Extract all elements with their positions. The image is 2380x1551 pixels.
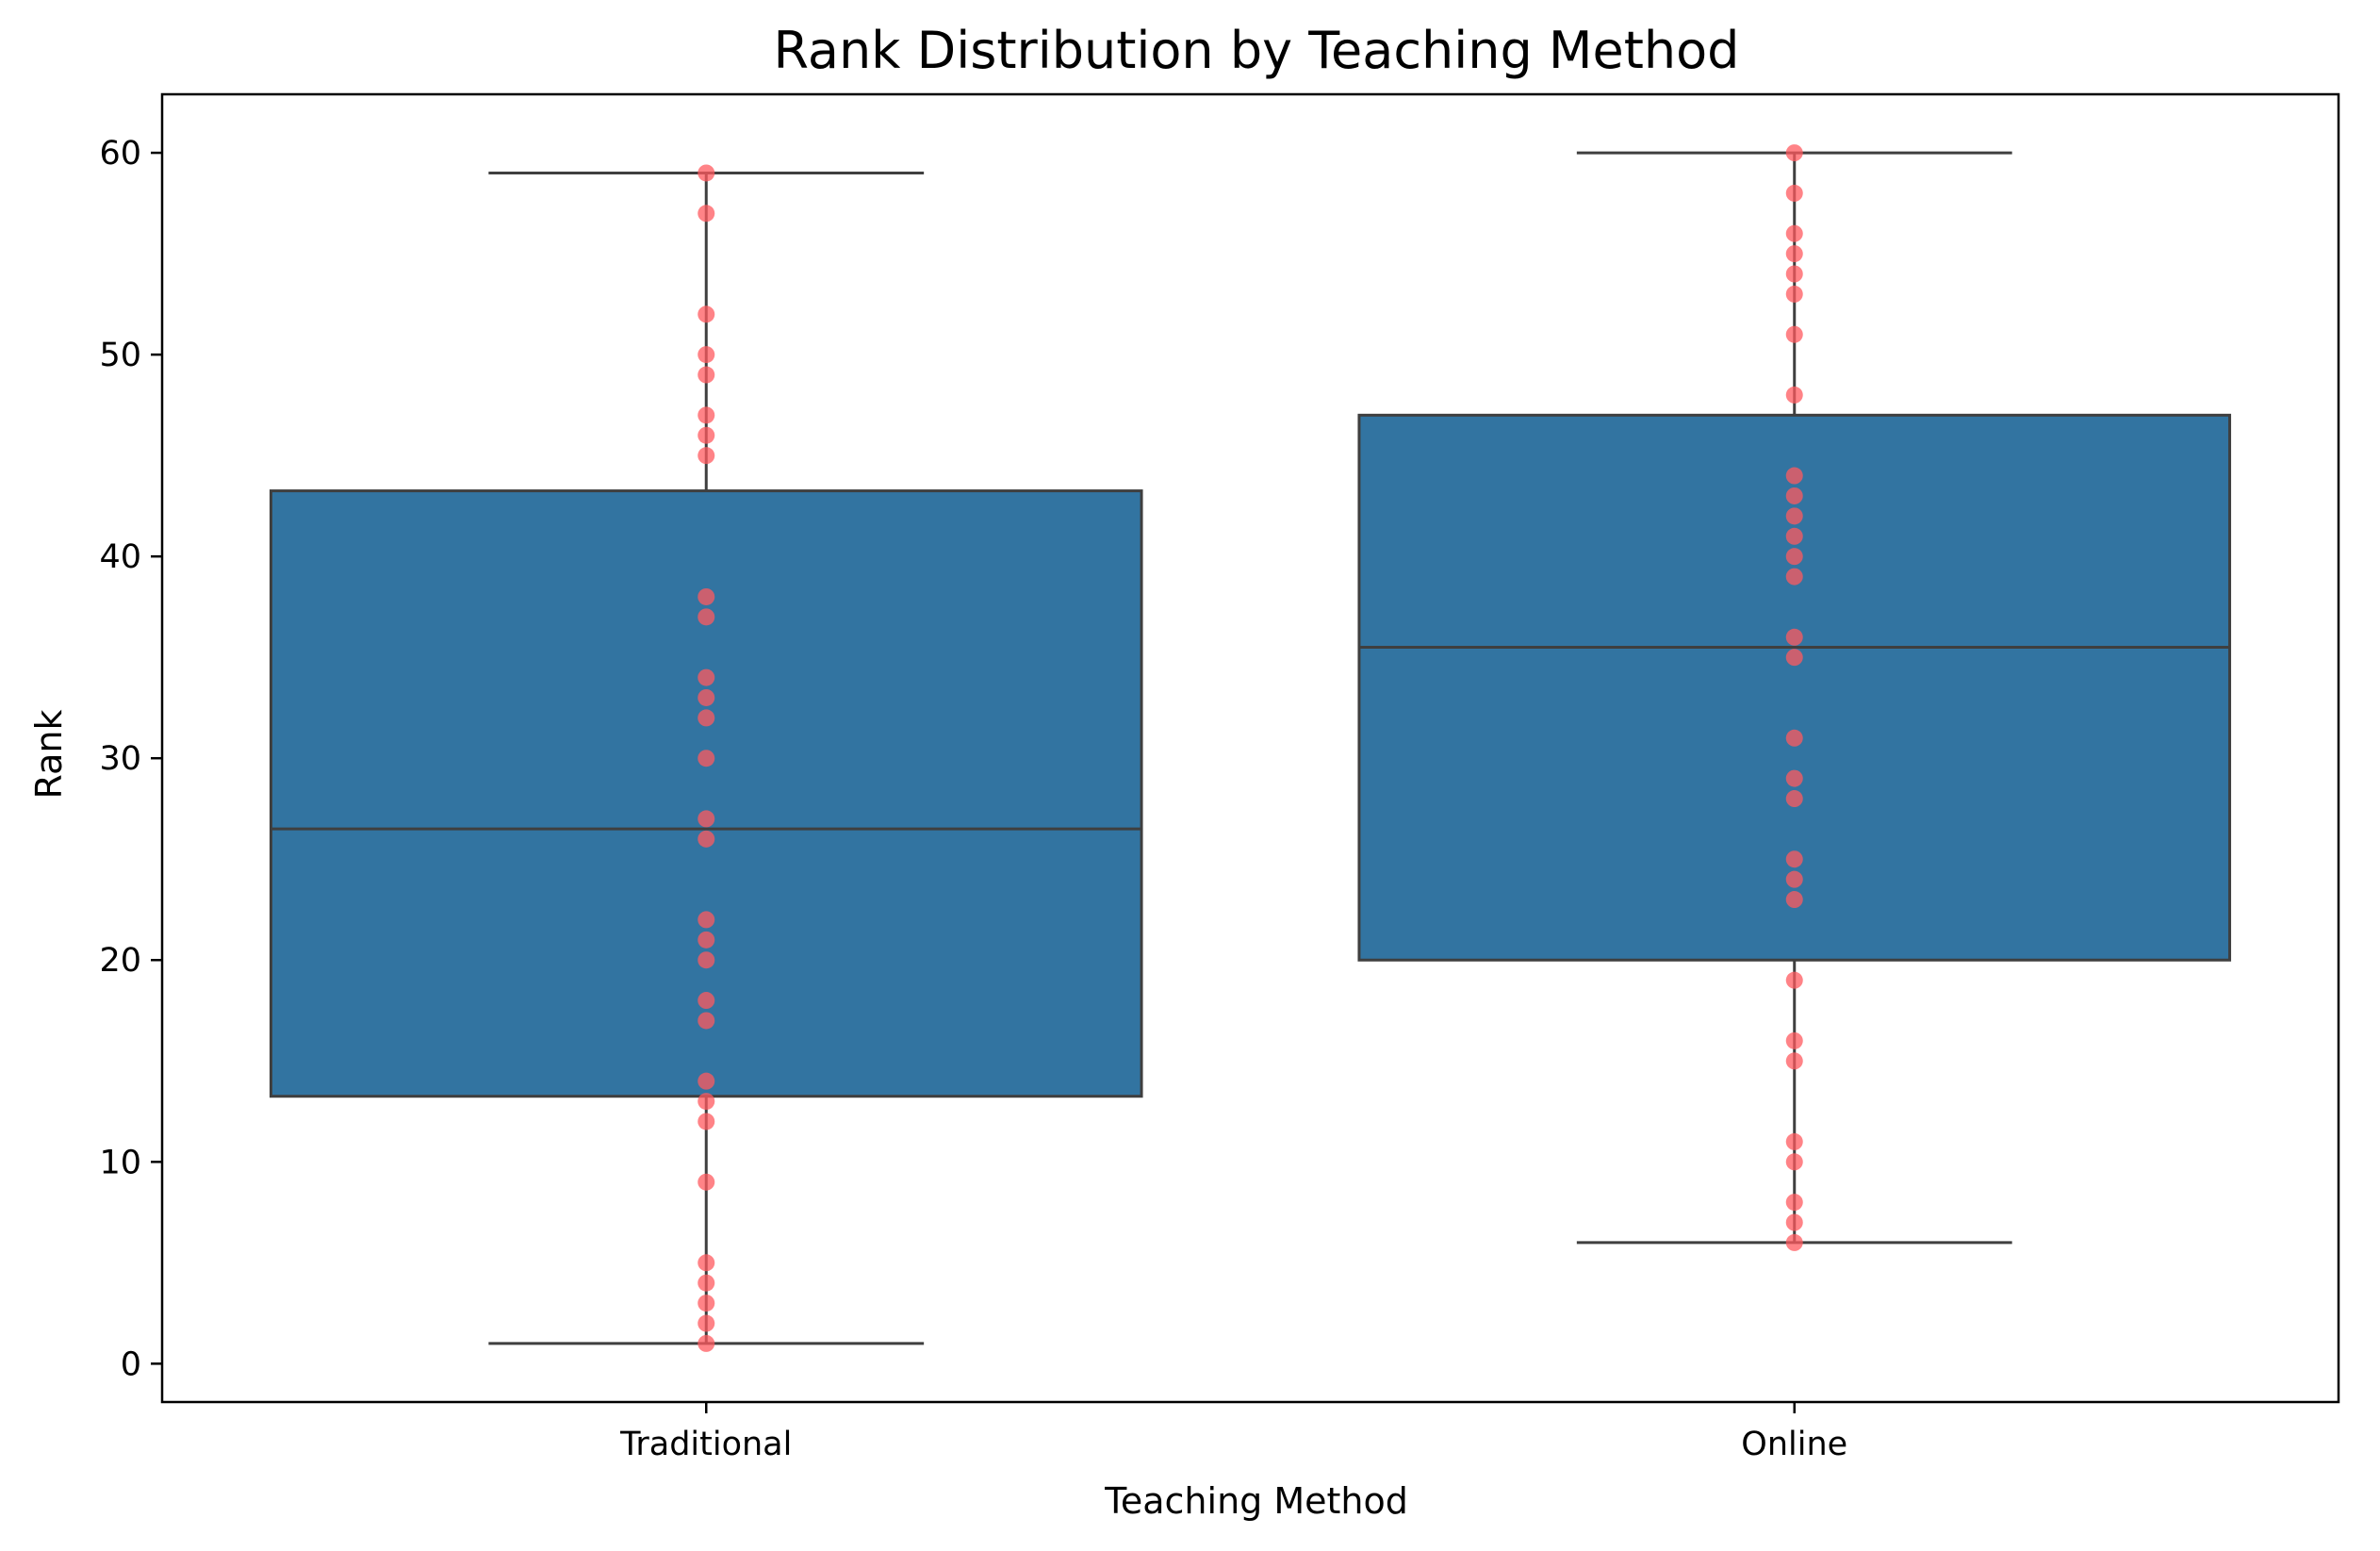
point-traditional [698, 1113, 715, 1130]
point-online [1785, 265, 1803, 283]
point-traditional [698, 1334, 715, 1352]
point-online [1785, 548, 1803, 566]
point-traditional [698, 688, 715, 706]
point-online [1785, 527, 1803, 545]
point-online [1785, 224, 1803, 242]
y-tick-label: 50 [99, 337, 141, 374]
point-online [1785, 325, 1803, 343]
point-online [1785, 245, 1803, 263]
point-online [1785, 870, 1803, 888]
point-traditional [698, 205, 715, 223]
point-traditional [698, 406, 715, 424]
point-traditional [698, 1314, 715, 1332]
point-traditional [698, 911, 715, 929]
point-traditional [698, 608, 715, 626]
point-traditional [698, 164, 715, 182]
point-online [1785, 1132, 1803, 1150]
y-tick-label: 40 [99, 538, 141, 576]
point-traditional [698, 1254, 715, 1272]
point-traditional [698, 447, 715, 465]
point-online [1785, 487, 1803, 504]
point-online [1785, 729, 1803, 747]
point-traditional [698, 426, 715, 444]
point-traditional [698, 1012, 715, 1030]
point-online [1785, 1052, 1803, 1070]
point-online [1785, 1213, 1803, 1231]
point-online [1785, 467, 1803, 485]
point-traditional [698, 1072, 715, 1090]
point-traditional [698, 346, 715, 364]
point-online [1785, 628, 1803, 646]
point-online [1785, 386, 1803, 404]
point-traditional [698, 830, 715, 848]
point-online [1785, 769, 1803, 787]
point-traditional [698, 1173, 715, 1191]
point-traditional [698, 951, 715, 969]
point-traditional [698, 1295, 715, 1312]
y-tick-label: 30 [99, 740, 141, 778]
y-tick-label: 10 [99, 1144, 141, 1181]
axes: 0 10 20 30 40 50 60 Traditional Online [99, 135, 1847, 1463]
point-traditional [698, 366, 715, 384]
point-online [1785, 568, 1803, 586]
chart-marks [269, 144, 2232, 1352]
y-axis-label: Rank [28, 710, 70, 800]
point-online [1785, 850, 1803, 868]
x-tick-label: Traditional [619, 1426, 792, 1463]
x-tick-label: Online [1741, 1426, 1847, 1463]
point-online [1785, 649, 1803, 667]
point-online [1785, 1194, 1803, 1212]
point-online [1785, 1153, 1803, 1171]
point-traditional [698, 587, 715, 605]
x-axis-label: Teaching Method [1104, 1480, 1408, 1522]
point-online [1785, 891, 1803, 909]
point-traditional [698, 305, 715, 323]
point-traditional [698, 668, 715, 686]
point-online [1785, 971, 1803, 989]
chart-title: Rank Distribution by Teaching Method [774, 21, 1740, 80]
plot-frame [160, 92, 2340, 1404]
point-traditional [698, 931, 715, 949]
point-traditional [698, 810, 715, 828]
point-traditional [698, 750, 715, 767]
point-online [1785, 144, 1803, 162]
point-online [1785, 1031, 1803, 1049]
point-traditional [698, 992, 715, 1010]
point-online [1785, 285, 1803, 303]
point-traditional [698, 1274, 715, 1292]
y-tick-label: 20 [99, 942, 141, 980]
point-online [1785, 184, 1803, 202]
point-online [1785, 507, 1803, 525]
point-online [1785, 1233, 1803, 1251]
point-traditional [698, 709, 715, 727]
y-tick-label: 0 [121, 1345, 141, 1383]
point-online [1785, 790, 1803, 808]
y-tick-label: 60 [99, 135, 141, 173]
box-online [1357, 413, 2232, 962]
point-traditional [698, 1093, 715, 1111]
